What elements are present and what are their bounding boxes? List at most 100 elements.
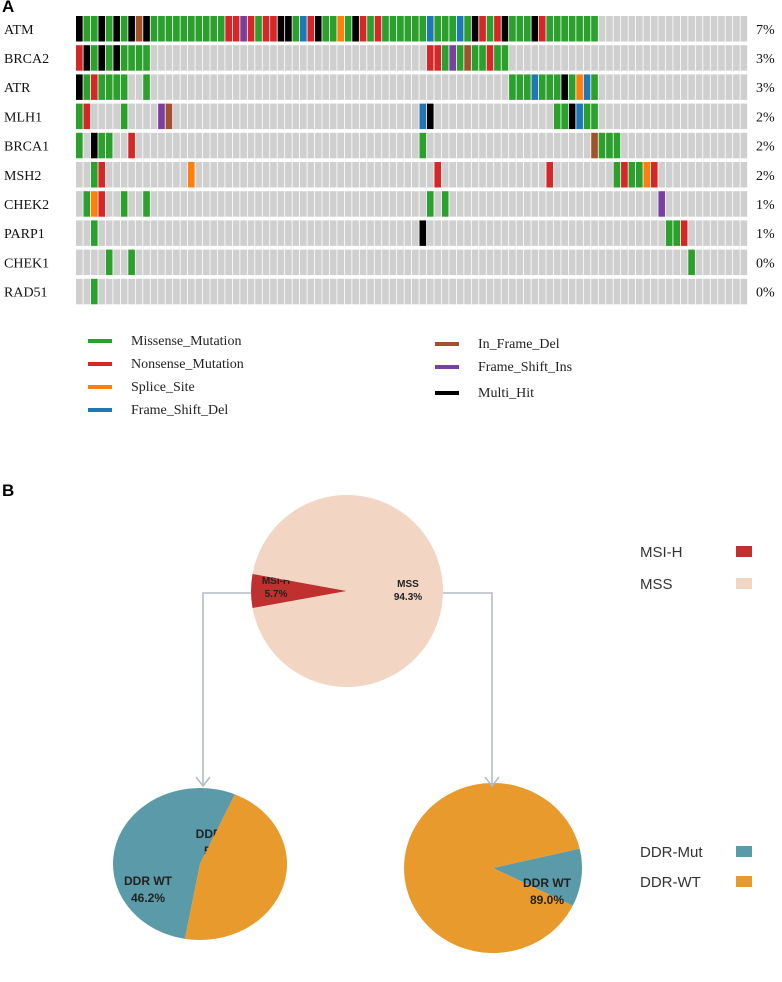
- empty-cell: [733, 278, 740, 305]
- empty-cell: [464, 132, 471, 159]
- empty-cell: [374, 278, 382, 305]
- empty-cell: [703, 16, 710, 42]
- empty-cell: [643, 16, 651, 42]
- empty-cell: [143, 132, 150, 159]
- gene-row-chek2: CHEK2 1%: [4, 191, 775, 217]
- mutation-cell-missense-mutation: [501, 45, 509, 71]
- empty-cell: [426, 220, 434, 246]
- empty-cell: [628, 16, 636, 42]
- empty-cell: [650, 278, 658, 305]
- legend-item-mss: MSS: [640, 576, 752, 593]
- empty-cell: [143, 278, 150, 305]
- empty-cell: [733, 249, 740, 276]
- empty-cell: [255, 162, 262, 188]
- empty-cell: [456, 74, 464, 100]
- empty-cell: [232, 132, 240, 159]
- empty-cell: [90, 249, 98, 276]
- empty-cell: [494, 191, 501, 217]
- empty-cell: [76, 191, 83, 217]
- gene-label: ATR: [4, 81, 31, 96]
- empty-cell: [733, 162, 740, 188]
- mutation-cell-missense-mutation: [479, 45, 486, 71]
- mutation-cell-missense-mutation: [105, 132, 113, 159]
- empty-cell: [195, 249, 203, 276]
- gene-percent: 7%: [756, 23, 775, 38]
- mutation-cell-multi-hit: [419, 220, 427, 246]
- gene-row-mlh1: MLH1 2%: [4, 103, 775, 130]
- mutation-cell-missense-mutation: [509, 16, 516, 42]
- empty-cell: [292, 162, 300, 188]
- mutation-cell-missense-mutation: [255, 16, 262, 42]
- mutation-cell-splice-site: [90, 191, 98, 217]
- empty-cell: [150, 220, 158, 246]
- empty-cell: [509, 132, 516, 159]
- empty-cell: [225, 162, 232, 188]
- empty-cell: [397, 191, 404, 217]
- empty-cell: [628, 74, 636, 100]
- mutation-cell-missense-mutation: [329, 16, 337, 42]
- empty-cell: [397, 132, 404, 159]
- mutation-cell-multi-hit: [314, 16, 322, 42]
- mutation-cell-missense-mutation: [598, 132, 606, 159]
- empty-cell: [382, 191, 389, 217]
- empty-cell: [270, 191, 277, 217]
- empty-cell: [300, 162, 307, 188]
- mutation-cell-frame-shift-del: [426, 16, 434, 42]
- empty-cell: [143, 220, 150, 246]
- empty-cell: [285, 162, 292, 188]
- empty-cell: [740, 74, 748, 100]
- empty-cell: [725, 132, 733, 159]
- empty-cell: [195, 220, 203, 246]
- gene-percent: 3%: [756, 81, 775, 96]
- empty-cell: [665, 278, 673, 305]
- empty-cell: [135, 191, 143, 217]
- empty-cell: [665, 45, 673, 71]
- empty-cell: [292, 249, 300, 276]
- empty-cell: [307, 249, 315, 276]
- empty-cell: [464, 191, 471, 217]
- empty-cell: [307, 132, 315, 159]
- pie-slice-mss: [252, 494, 444, 687]
- empty-cell: [673, 132, 680, 159]
- mutation-cell-multi-hit: [98, 16, 106, 42]
- empty-cell: [553, 220, 561, 246]
- empty-cell: [486, 191, 494, 217]
- empty-cell: [247, 74, 255, 100]
- empty-cell: [703, 103, 710, 130]
- mutation-cell-missense-mutation: [568, 16, 576, 42]
- empty-cell: [658, 16, 666, 42]
- empty-cell: [710, 278, 718, 305]
- mutation-cell-multi-hit: [501, 16, 509, 42]
- mutation-cell-multi-hit: [561, 74, 568, 100]
- mutation-cell-missense-mutation: [486, 16, 494, 42]
- empty-cell: [680, 278, 688, 305]
- empty-cell: [531, 162, 539, 188]
- empty-cell: [710, 162, 718, 188]
- empty-cell: [225, 220, 232, 246]
- empty-cell: [255, 132, 262, 159]
- empty-cell: [277, 132, 285, 159]
- empty-cell: [202, 278, 210, 305]
- empty-cell: [628, 132, 636, 159]
- mutation-cell-missense-mutation: [471, 45, 479, 71]
- empty-cell: [441, 249, 449, 276]
- empty-cell: [397, 45, 404, 71]
- empty-cell: [576, 45, 583, 71]
- empty-cell: [643, 103, 651, 130]
- mutation-cell-missense-mutation: [591, 16, 598, 42]
- empty-cell: [180, 249, 188, 276]
- empty-cell: [419, 45, 427, 71]
- empty-cell: [210, 220, 218, 246]
- empty-cell: [285, 220, 292, 246]
- empty-cell: [725, 278, 733, 305]
- flow-arrows: [195, 592, 500, 788]
- empty-cell: [621, 249, 628, 276]
- empty-cell: [195, 45, 203, 71]
- mutation-cell-splice-site: [337, 16, 344, 42]
- empty-cell: [329, 278, 337, 305]
- empty-cell: [621, 278, 628, 305]
- mutation-cell-missense-mutation: [120, 103, 128, 130]
- empty-cell: [546, 278, 554, 305]
- empty-cell: [120, 220, 128, 246]
- empty-cell: [688, 74, 695, 100]
